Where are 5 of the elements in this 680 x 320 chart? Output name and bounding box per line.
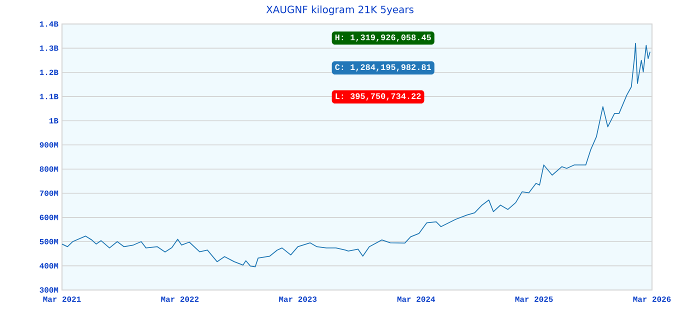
annotation: C: 1,284,195,982.81	[335, 64, 432, 72]
chart-title: XAUGNF kilogram 21K 5years	[266, 6, 414, 16]
annotation: L: 395,750,734.22	[336, 93, 421, 100]
annotation: H: 1,319,926,058.45	[335, 34, 431, 42]
line-series	[62, 42, 651, 268]
